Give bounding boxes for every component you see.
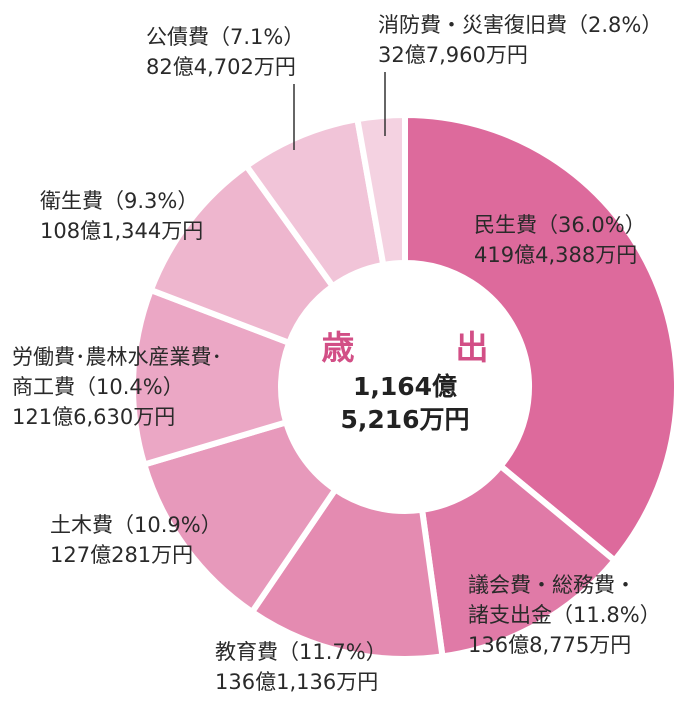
slice-gikai — [419, 463, 618, 660]
label-eisei-amount: 108億1,344万円 — [40, 219, 204, 243]
label-rodo-name2: 商工費（10.4%） — [12, 375, 184, 399]
label-eisei: 衛生費（9.3%） 108億1,344万円 — [40, 186, 203, 246]
label-minsei-amount: 419億4,388万円 — [474, 243, 638, 267]
label-shobo-name: 消防費・災害復旧費（2.8%） — [378, 13, 663, 37]
label-rodo: 労働費･農林水産業費･ 商工費（10.4%） 121億6,630万円 — [12, 342, 222, 432]
slice-shobo — [354, 112, 408, 268]
label-doboku: 土木費（10.9%） 127億281万円 — [50, 510, 222, 570]
label-minsei: 民生費（36.0%） 419億4,388万円 — [474, 210, 646, 270]
label-doboku-amount: 127億281万円 — [50, 543, 194, 567]
label-kousai-name: 公債費（7.1%） — [146, 25, 305, 49]
label-kyoiku-amount: 136億1,136万円 — [215, 670, 379, 694]
slice-minsei — [402, 112, 680, 564]
label-gikai: 議会費・総務費・ 諸支出金（11.8%） 136億8,775万円 — [468, 570, 661, 660]
slice-kyoiku — [249, 486, 446, 662]
label-rodo-name1: 労働費･農林水産業費･ — [12, 345, 222, 369]
total-amount-line1: 1,164億 — [352, 372, 458, 401]
label-doboku-name: 土木費（10.9%） — [50, 513, 222, 537]
label-minsei-name: 民生費（36.0%） — [474, 213, 646, 237]
label-kyoiku: 教育費（11.7%） 136億1,136万円 — [215, 637, 387, 697]
total-amount-line2: 5,216万円 — [340, 405, 470, 434]
label-eisei-name: 衛生費（9.3%） — [40, 189, 199, 213]
label-gikai-amount: 136億8,775万円 — [468, 633, 632, 657]
donut-center: 歳 出 1,164億 5,216万円 — [280, 326, 530, 436]
label-gikai-name1: 議会費・総務費・ — [468, 573, 636, 597]
label-gikai-name2: 諸支出金（11.8%） — [468, 603, 661, 627]
label-shobo: 消防費・災害復旧費（2.8%） 32億7,960万円 — [378, 10, 662, 70]
label-rodo-amount: 121億6,630万円 — [12, 405, 176, 429]
label-shobo-amount: 32億7,960万円 — [378, 43, 528, 67]
label-kousai-amount: 82億4,702万円 — [146, 55, 296, 79]
label-kousai: 公債費（7.1%） 82億4,702万円 — [146, 22, 304, 82]
chart-title: 歳 出 — [321, 328, 523, 367]
label-kyoiku-name: 教育費（11.7%） — [215, 640, 387, 664]
